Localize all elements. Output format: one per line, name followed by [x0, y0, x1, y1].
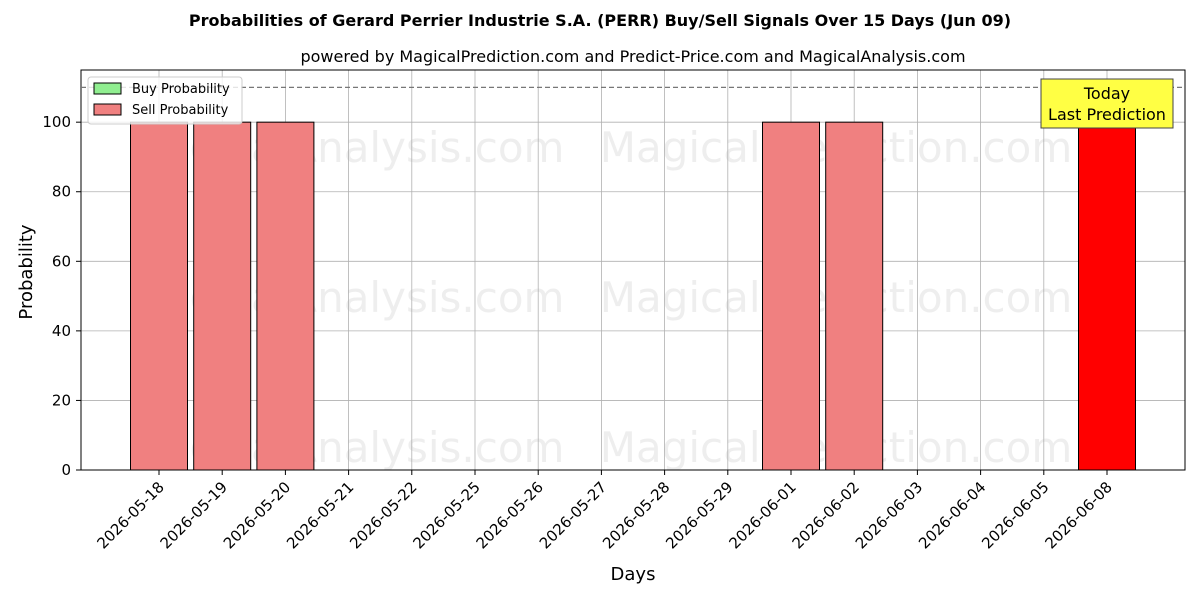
x-tick-label: 2026-05-19: [157, 478, 231, 552]
x-tick-label: 2026-05-26: [473, 478, 547, 552]
x-tick-label: 2026-06-02: [789, 478, 863, 552]
bars: [130, 121, 1136, 471]
legend-swatch: [93, 82, 122, 95]
bar-sell: [193, 121, 252, 471]
x-tick-label: 2026-05-25: [409, 478, 483, 552]
today-annotation: Today Last Prediction: [1040, 78, 1174, 129]
x-tick-label: 2026-05-22: [346, 478, 420, 552]
chart-subtitle: powered by MagicalPrediction.com and Pre…: [300, 47, 965, 66]
x-tick-label: 2026-05-27: [536, 478, 610, 552]
legend: Buy Probability Sell Probability: [87, 76, 243, 125]
y-axis-label: Probability: [16, 224, 37, 319]
y-tick-label: 0: [61, 461, 71, 479]
x-tick-label: 2026-05-28: [599, 478, 673, 552]
legend-swatch: [93, 103, 122, 116]
watermark-text: MagicalAnalysis.com: [128, 273, 565, 322]
annotation-text: Last Prediction: [1048, 105, 1166, 124]
y-tick-label: 20: [52, 391, 71, 409]
y-axis-ticks: 0 20 40 60 80 100: [42, 113, 81, 479]
legend-label: Buy Probability: [132, 82, 230, 97]
watermark-text: MagicalAnalysis.com: [128, 423, 565, 472]
plot-frame: [80, 69, 1186, 471]
x-axis-ticks: 2026-05-182026-05-192026-05-202026-05-21…: [93, 470, 1116, 552]
bar-sell: [130, 121, 188, 471]
y-tick-label: 40: [52, 322, 71, 340]
x-tick-label: 2026-06-03: [852, 478, 926, 552]
annotation-text: Today: [1083, 84, 1130, 103]
x-tick-label: 2026-06-08: [1041, 478, 1115, 552]
x-tick-label: 2026-05-29: [662, 478, 736, 552]
chart-title: Probabilities of Gerard Perrier Industri…: [189, 11, 1011, 30]
x-tick-label: 2026-05-18: [93, 478, 167, 552]
legend-label: Sell Probability: [132, 103, 229, 118]
bar-sell: [825, 121, 884, 471]
bar-sell: [762, 121, 820, 471]
y-tick-label: 60: [52, 252, 71, 270]
x-tick-label: 2026-06-04: [915, 478, 989, 552]
x-tick-label: 2026-05-20: [220, 478, 294, 552]
y-tick-label: 100: [42, 113, 71, 131]
x-axis-label: Days: [611, 564, 656, 585]
annotation-box: [1040, 78, 1174, 129]
x-tick-label: 2026-06-05: [978, 478, 1052, 552]
bar-sell: [256, 121, 315, 471]
bar-sell: [1078, 121, 1136, 471]
x-tick-label: 2026-05-21: [283, 478, 357, 552]
legend-box: [87, 76, 243, 125]
watermark-text: MagicalAnalysis.com: [128, 123, 565, 172]
x-tick-label: 2026-06-01: [725, 478, 799, 552]
y-tick-label: 80: [52, 183, 71, 201]
